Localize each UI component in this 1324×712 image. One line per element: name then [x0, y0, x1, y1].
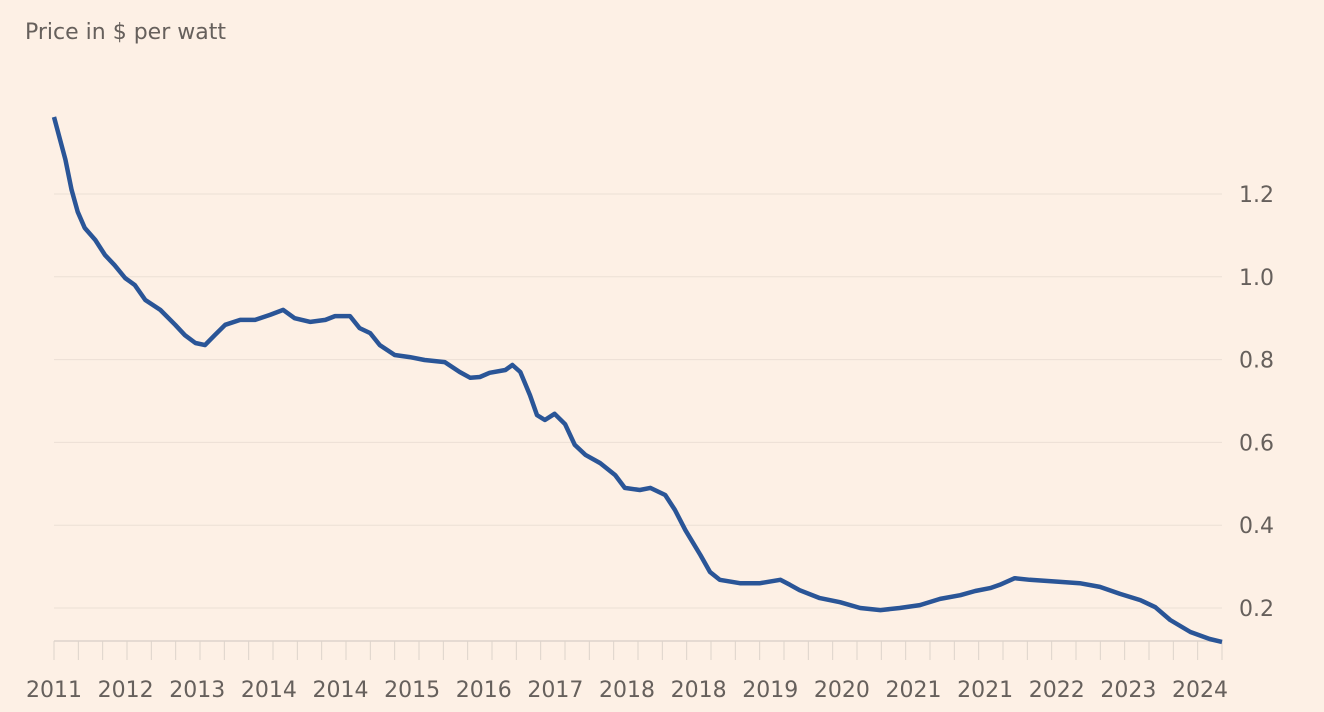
x-tick-label: 2012 [98, 678, 154, 703]
x-axis: 2011 2012 2013 2014 2014 2015 2016 2017 2018 2018… [26, 640, 1228, 703]
x-tick-label: 2018 [599, 678, 655, 703]
x-tick-label: 2022 [1029, 678, 1085, 703]
y-tick-label: 0.4 [1239, 514, 1274, 539]
x-tick-label: 2020 [814, 678, 870, 703]
x-tick-label: 2014 [313, 678, 369, 703]
y-axis: 0.2 0.4 0.6 0.8 1.0 1.2 [1239, 183, 1274, 622]
price-line [51, 116, 1223, 645]
x-tick-label: 2021 [886, 678, 942, 703]
x-tick-label: 2013 [169, 678, 225, 703]
y-tick-label: 0.8 [1239, 349, 1274, 374]
x-tick-label: 2017 [527, 678, 583, 703]
x-tick-label: 2019 [742, 678, 798, 703]
x-tick-label: 2018 [671, 678, 727, 703]
x-tick-label: 2014 [241, 678, 297, 703]
y-axis-title: Price in $ per watt [25, 20, 226, 45]
y-tick-label: 0.2 [1239, 597, 1274, 622]
x-tick-label: 2021 [957, 678, 1013, 703]
gridlines [54, 193, 1222, 609]
x-tick-label: 2023 [1100, 678, 1156, 703]
y-tick-label: 1.0 [1239, 266, 1274, 291]
x-tick-label: 2015 [384, 678, 440, 703]
x-tick-label: 2016 [456, 678, 512, 703]
x-tick-label: 2011 [26, 678, 82, 703]
x-tick-label: 2024 [1172, 678, 1228, 703]
y-tick-label: 1.2 [1239, 183, 1274, 208]
y-tick-label: 0.6 [1239, 431, 1274, 456]
series-lines [51, 116, 1223, 645]
